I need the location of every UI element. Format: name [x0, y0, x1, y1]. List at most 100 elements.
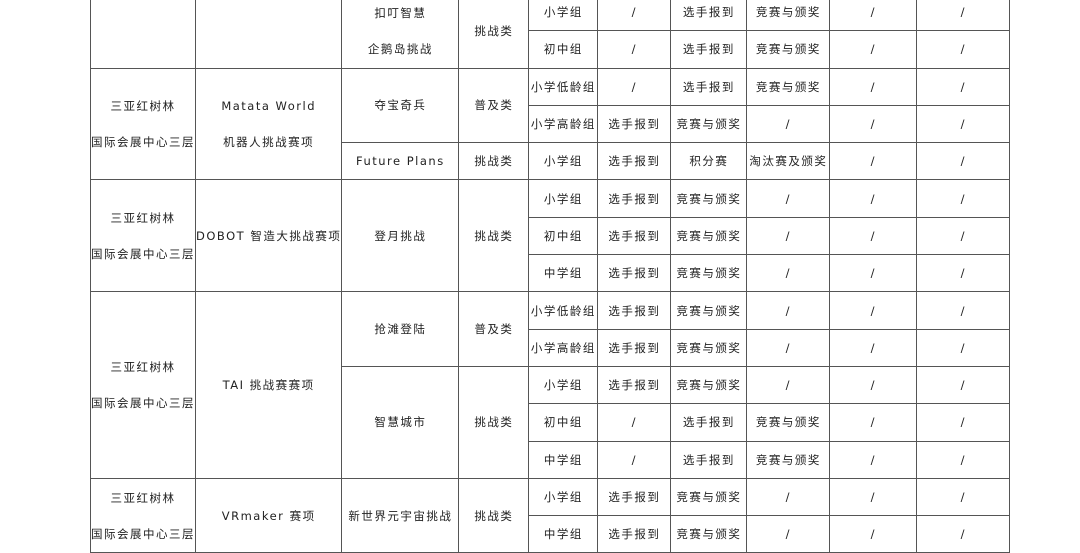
- schedule-cell: /: [916, 142, 1011, 181]
- venue-line: 国际会展中心三层: [91, 526, 195, 541]
- sub-event-line: Future Plans: [355, 154, 445, 169]
- schedule-cell: 竞赛与颁奖: [746, 440, 831, 479]
- table-row: 小学高龄组 选手报到 竞赛与颁奖 / / /: [91, 328, 1011, 367]
- venue-line: 国际会展中心三层: [91, 246, 195, 261]
- sub-event-line: 新世界元宇宙挑战: [348, 508, 453, 523]
- schedule-cell: /: [829, 403, 918, 442]
- event-line: Matata World: [221, 99, 317, 114]
- schedule-cell: 选手报到: [597, 104, 672, 144]
- schedule-cell: 竞赛与颁奖: [670, 515, 748, 553]
- schedule-cell: /: [916, 440, 1011, 479]
- schedule-cell: /: [597, 30, 672, 69]
- schedule-cell: 选手报到: [597, 328, 672, 367]
- schedule-cell: /: [916, 0, 1011, 32]
- group-cell: 小学组: [528, 365, 599, 405]
- sub-event-cell: 智慧城市: [341, 365, 460, 479]
- schedule-cell: /: [746, 104, 831, 144]
- category-cell: 普及类: [458, 67, 530, 144]
- schedule-cell: /: [746, 291, 831, 330]
- venue-line: 三亚红树林: [110, 210, 176, 225]
- group-cell: 小学高龄组: [528, 104, 599, 144]
- category-cell: 挑战类: [458, 365, 530, 479]
- schedule-cell: /: [829, 0, 918, 32]
- schedule-cell: 竞赛与颁奖: [746, 403, 831, 442]
- table-row: 三亚红树林 国际会展中心三层 VRmaker 赛项 新世界元宇宙挑战 挑战类 小学组 选手报…: [90, 477, 1011, 553]
- sub-event-cell: 新世界元宇宙挑战: [341, 477, 460, 553]
- schedule-cell: /: [829, 477, 918, 517]
- event-cell: DOBOT 智造大挑战赛项: [194, 179, 343, 293]
- sub-event-line: 夺宝奇兵: [374, 98, 427, 113]
- group-cell: 初中组: [528, 30, 599, 69]
- schedule-cell: /: [829, 254, 918, 293]
- venue-line: 三亚红树林: [110, 99, 176, 114]
- schedule-cell: /: [829, 515, 918, 553]
- group-cell: 中学组: [528, 515, 599, 553]
- sub-event-cell: 夺宝奇兵: [341, 67, 460, 144]
- schedule-cell: 竞赛与颁奖: [746, 0, 831, 32]
- sub-event-line: 扣叮智慧: [374, 5, 427, 20]
- schedule-cell: 竞赛与颁奖: [670, 216, 748, 256]
- table-row: 智慧城市 挑战类 小学组 选手报到 竞赛与颁奖 / / /: [91, 365, 1011, 479]
- schedule-cell: 选手报到: [597, 254, 672, 293]
- schedule-cell: /: [829, 142, 918, 181]
- schedule-cell: /: [746, 515, 831, 553]
- schedule-cell: 选手报到: [670, 0, 748, 32]
- schedule-cell: 竞赛与颁奖: [670, 254, 748, 293]
- schedule-cell: 选手报到: [597, 477, 672, 517]
- category-cell: 挑战类: [458, 0, 530, 69]
- schedule-cell: /: [829, 291, 918, 330]
- schedule-cell: 选手报到: [670, 67, 748, 106]
- table-row: 初中组 / 选手报到 竞赛与颁奖 / /: [91, 30, 1011, 69]
- schedule-cell: /: [829, 440, 918, 479]
- group-cell: 小学组: [528, 179, 599, 218]
- table-row: 初中组 选手报到 竞赛与颁奖 / / /: [91, 216, 1011, 256]
- schedule-cell: /: [829, 30, 918, 69]
- schedule-cell: /: [597, 440, 672, 479]
- venue-cell: 三亚红树林 国际会展中心三层: [90, 67, 196, 181]
- venue-line: 三亚红树林: [110, 360, 176, 375]
- schedule-cell: /: [916, 365, 1011, 405]
- group-cell: 初中组: [528, 403, 599, 442]
- schedule-cell: 淘汰赛及颁奖: [746, 142, 831, 181]
- schedule-cell: /: [829, 67, 918, 106]
- schedule-cell: 竞赛与颁奖: [670, 477, 748, 517]
- event-cell: VRmaker 赛项: [194, 477, 343, 553]
- venue-line: 国际会展中心三层: [91, 396, 195, 411]
- schedule-table: 扣叮智慧 企鹅岛挑战 挑战类 小学组 / 选手报到 竞赛与颁奖 / / 初中组 / 选手报到 竞赛与颁奖…: [90, 0, 1011, 553]
- venue-cell: [90, 0, 196, 69]
- schedule-cell: 选手报到: [597, 142, 672, 181]
- event-cell: Matata World 机器人挑战赛项: [194, 67, 343, 181]
- sub-event-cell: Future Plans: [341, 142, 460, 181]
- schedule-cell: /: [829, 365, 918, 405]
- schedule-cell: /: [916, 216, 1011, 256]
- schedule-cell: /: [916, 254, 1011, 293]
- event-line: TAI 挑战赛赛项: [222, 378, 315, 393]
- sub-event-line: 登月挑战: [374, 228, 427, 243]
- schedule-cell: /: [746, 216, 831, 256]
- schedule-cell: /: [916, 67, 1011, 106]
- schedule-cell: 选手报到: [597, 515, 672, 553]
- schedule-cell: /: [916, 30, 1011, 69]
- venue-cell: 三亚红树林国际会展中心三层: [90, 291, 196, 479]
- schedule-cell: /: [916, 179, 1011, 218]
- category-cell: 普及类: [458, 291, 530, 367]
- table-row: 扣叮智慧 企鹅岛挑战 挑战类 小学组 / 选手报到 竞赛与颁奖 / /: [90, 0, 1011, 69]
- sub-event-line: 企鹅岛挑战: [367, 41, 433, 56]
- schedule-cell: 竞赛与颁奖: [670, 328, 748, 367]
- schedule-cell: /: [916, 291, 1011, 330]
- schedule-cell: 选手报到: [670, 30, 748, 69]
- event-line: 机器人挑战赛项: [223, 135, 315, 150]
- schedule-cell: /: [746, 477, 831, 517]
- schedule-cell: /: [916, 328, 1011, 367]
- category-cell: 挑战类: [458, 179, 530, 293]
- group-cell: 小学低龄组: [528, 291, 599, 330]
- table-row: 三亚红树林国际会展中心三层 DOBOT 智造大挑战赛项 登月挑战 挑战类 小学组选手报到…: [90, 179, 1011, 293]
- event-cell: TAI 挑战赛赛项: [194, 291, 343, 479]
- schedule-cell: 竞赛与颁奖: [670, 104, 748, 144]
- schedule-cell: 积分赛: [670, 142, 748, 181]
- schedule-cell: 选手报到: [597, 291, 672, 330]
- group-cell: 小学高龄组: [528, 328, 599, 367]
- venue-cell: 三亚红树林 国际会展中心三层: [90, 477, 196, 553]
- schedule-cell: /: [746, 254, 831, 293]
- group-cell: 小学组: [528, 0, 599, 32]
